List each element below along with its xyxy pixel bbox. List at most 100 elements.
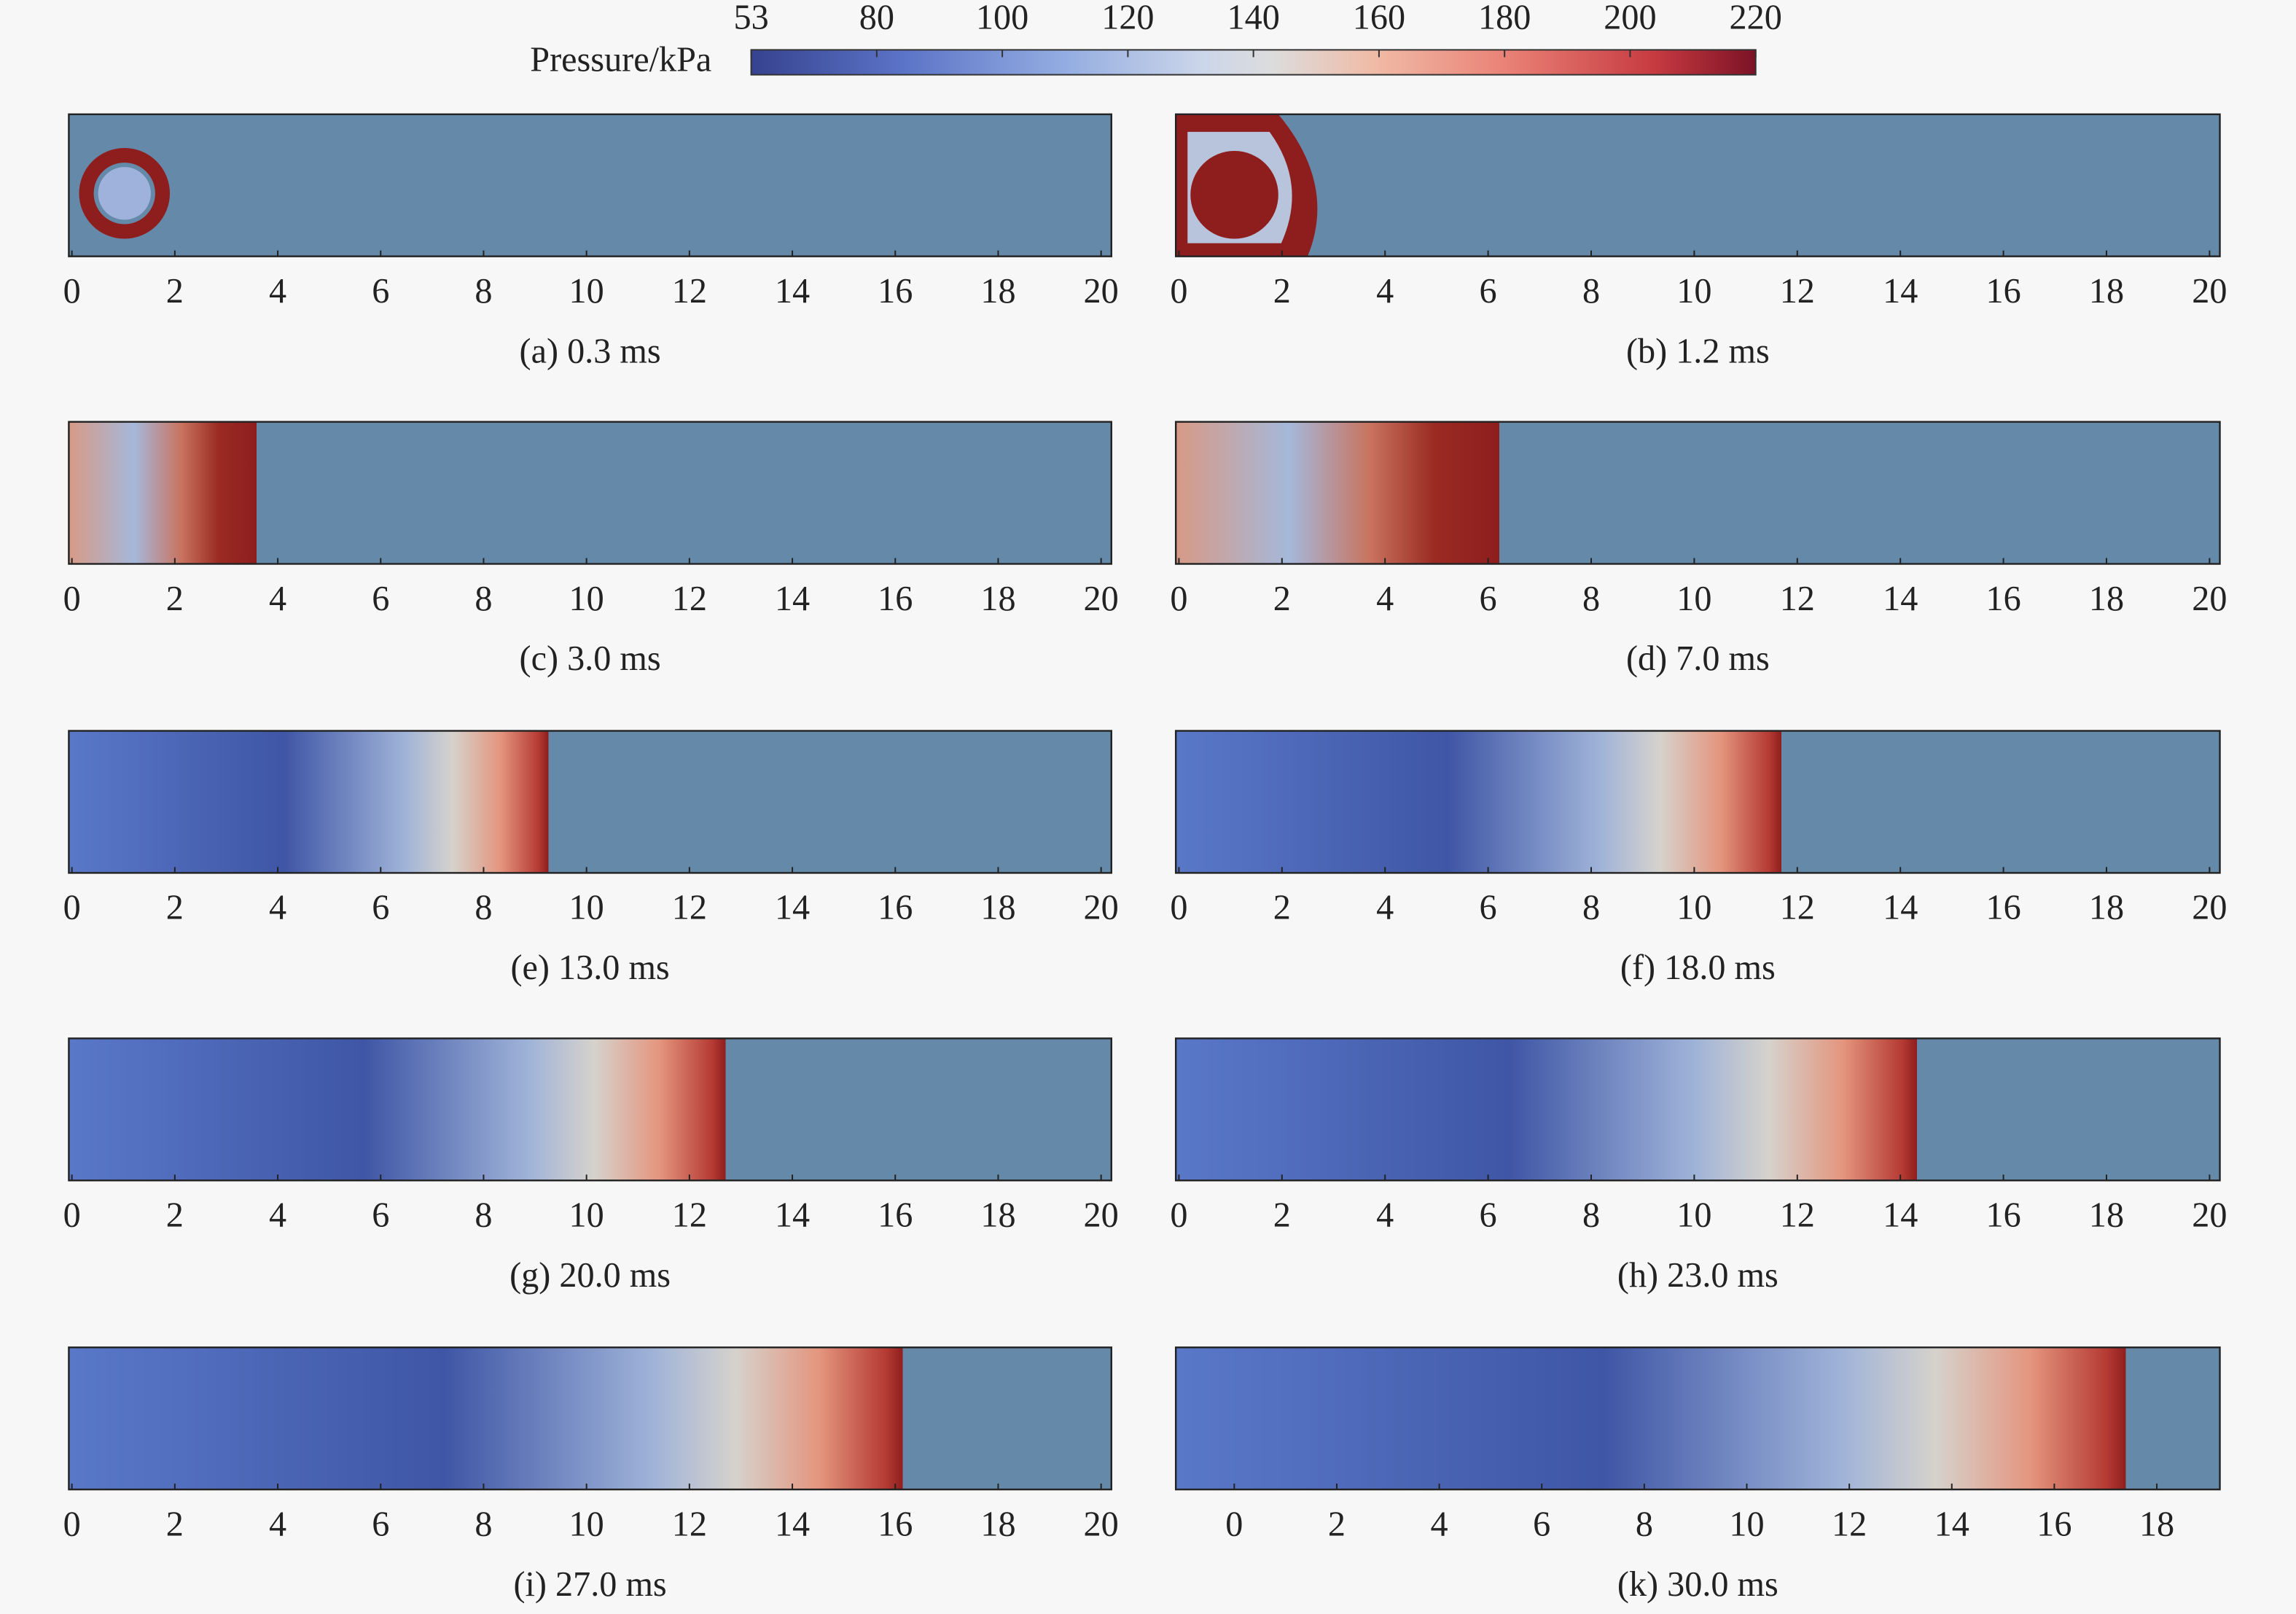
x-tick-label: 0 [1170,1196,1187,1235]
panel-caption: (c) 3.0 ms [520,639,661,678]
x-tick-label: 16 [2037,1505,2072,1543]
x-tick-label: 16 [878,272,913,311]
field-background [1176,114,2220,257]
colorbar-tick-label: 100 [976,0,1028,36]
x-tick-label: 20 [2192,580,2227,618]
x-tick-label: 8 [1582,1196,1600,1235]
panel: 0 2 4 6 8 10 12 14 16 18 20 (i) 27.0 ms [63,1346,1119,1604]
x-tick-label: 8 [1582,272,1600,311]
x-tick-label: 2 [1273,272,1291,311]
x-tick-label: 10 [569,580,604,618]
x-tick-label: 10 [569,272,604,311]
x-tick-label: 0 [1170,272,1187,311]
colorbar-tick-label: 200 [1604,0,1656,36]
x-tick-label: 20 [1084,889,1119,927]
x-tick-label: 8 [475,1196,492,1235]
x-tick-label: 14 [775,580,810,618]
x-tick-label: 14 [1883,580,1918,618]
pressure-field [1176,730,2220,873]
x-tick-label: 14 [1883,889,1918,927]
colorbar-tick-label: 80 [859,0,894,36]
x-tick-label: 18 [2089,272,2124,311]
panel: 0 2 4 6 8 10 12 14 16 18 (k) 30.0 ms [1174,1346,2221,1604]
panel: 0 2 4 6 8 10 12 14 16 18 20 (g) 20.0 ms [63,1037,1119,1295]
panel-frame [68,421,1112,565]
colorbar-tick-label: 180 [1478,0,1531,36]
panel-frame [68,1346,1112,1491]
colorbar-tick-label: 220 [1730,0,1782,36]
panel-frame [68,113,1112,257]
pressure-ring [79,147,171,239]
x-tick-label: 14 [775,1196,810,1235]
x-tick-label: 2 [166,1196,184,1235]
pressure-field [69,730,1112,873]
x-tick-label: 10 [1676,580,1711,618]
x-tick-label: 16 [1985,272,2020,311]
x-tick-label: 2 [166,580,184,618]
x-tick-label: 0 [63,272,81,311]
x-tick-label: 8 [1636,1505,1653,1543]
panel-caption: (d) 7.0 ms [1626,639,1770,678]
x-tick-label: 0 [1170,889,1187,927]
pressure-field [1176,421,2220,564]
x-tick-label: 0 [63,889,81,927]
panel: 0 2 4 6 8 10 12 14 16 18 20 (a) 0.3 ms [63,113,1119,370]
x-tick-label: 2 [1273,580,1291,618]
x-tick-label: 16 [1985,1196,2020,1235]
x-tick-label: 4 [269,580,286,618]
x-tick-label: 12 [672,1505,707,1543]
x-tick-label: 4 [1376,580,1394,618]
x-tick-label: 10 [569,1505,604,1543]
x-tick-label: 12 [1780,1196,1815,1235]
x-tick-label: 18 [2139,1505,2174,1543]
x-tick-label: 10 [569,889,604,927]
x-tick-label: 12 [1780,889,1815,927]
x-tick-label: 4 [1376,272,1394,311]
x-tick-label: 4 [269,1505,286,1543]
x-tick-label: 4 [1376,1196,1394,1235]
colorbar-label: Pressure/kPa [530,41,711,79]
x-tick-label: 4 [269,272,286,311]
x-tick-label: 18 [2089,889,2124,927]
x-tick-label: 14 [1934,1505,1969,1543]
panel: 0 2 4 6 8 10 12 14 16 18 20 (d) 7.0 ms [1170,421,2227,678]
x-tick-label: 20 [1084,272,1119,311]
x-tick-label: 18 [980,580,1015,618]
panel-caption: (f) 18.0 ms [1620,948,1776,987]
x-tick-label: 8 [475,580,492,618]
x-tick-label: 2 [166,272,184,311]
x-tick-label: 8 [1582,580,1600,618]
x-tick-label: 2 [166,889,184,927]
x-tick-label: 14 [775,272,810,311]
panel: 0 2 4 6 8 10 12 14 16 18 20 (b) 1.2 ms [1170,113,2227,370]
x-tick-label: 16 [878,1196,913,1235]
x-tick-label: 20 [1084,1505,1119,1543]
x-tick-label: 6 [372,1505,389,1543]
panel-caption: (i) 27.0 ms [513,1565,666,1604]
pressure-field [69,421,1112,564]
panel-frame [68,1037,1112,1182]
panel-frame [1174,730,2221,874]
x-tick-label: 8 [475,272,492,311]
x-tick-label: 6 [372,272,389,311]
x-tick-label: 6 [1480,580,1497,618]
panel-caption: (a) 0.3 ms [520,332,661,370]
panel: 0 2 4 6 8 10 12 14 16 18 20 (c) 3.0 ms [63,421,1119,678]
panel: 0 2 4 6 8 10 12 14 16 18 20 (h) 23.0 ms [1170,1037,2227,1295]
x-tick-label: 4 [1431,1505,1448,1543]
x-tick-label: 14 [775,1505,810,1543]
x-tick-label: 12 [672,889,707,927]
x-tick-label: 18 [980,272,1015,311]
panel-caption: (g) 20.0 ms [509,1256,671,1295]
x-tick-label: 14 [1883,272,1918,311]
x-tick-label: 0 [1170,580,1187,618]
x-tick-label: 2 [1273,889,1291,927]
x-tick-label: 0 [1225,1505,1243,1543]
panel-frame [1174,1346,2221,1491]
x-tick-label: 2 [166,1505,184,1543]
pressure-field [1176,1038,2220,1181]
panel-caption: (e) 13.0 ms [510,948,669,987]
x-tick-label: 20 [2192,889,2227,927]
x-tick-label: 0 [63,1505,81,1543]
panel-frame [68,730,1112,874]
